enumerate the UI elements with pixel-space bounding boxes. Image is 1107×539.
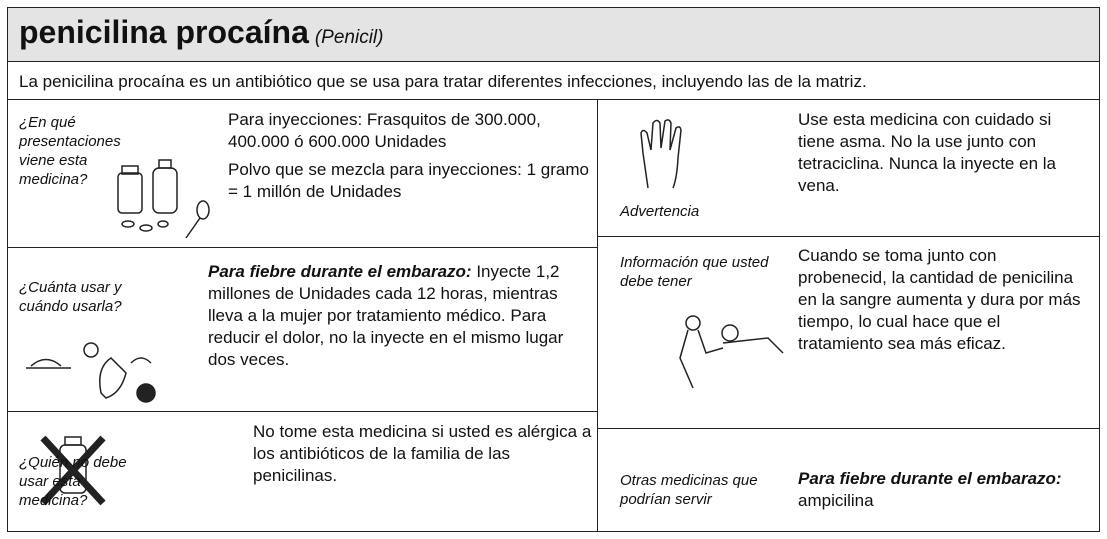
title: penicilina procaína (Penicil) xyxy=(19,14,383,51)
section-label: ¿En qué presentaciones viene esta medici… xyxy=(19,114,121,188)
section-text: No tome esta medicina si usted es alérgi… xyxy=(253,421,593,493)
sun-moon-icon xyxy=(26,342,156,403)
section-label: Información que usted debe tener xyxy=(620,254,769,290)
lead: Para fiebre durante el embarazo: xyxy=(798,469,1062,488)
paragraph-text: Inyecte 1,2 millones de Unidades cada 12… xyxy=(208,262,564,369)
paragraph: No tome esta medicina si usted es alérgi… xyxy=(253,421,593,487)
paragraph-text: Cuando se toma junto con probenecid, la … xyxy=(798,246,1081,353)
paragraph-text: Polvo que se mezcla para inyecciones: 1 … xyxy=(228,160,589,201)
section-label: ¿Cuánta usar y cuándo usarla? xyxy=(19,279,122,315)
care-icon xyxy=(679,315,784,389)
divider xyxy=(8,99,1099,100)
paragraph-text: Use esta medicina con cuidado si tiene a… xyxy=(798,110,1056,195)
paragraph: Para fiebre durante el embarazo: ampicil… xyxy=(798,468,1088,512)
crossed-bottle-icon xyxy=(40,435,106,506)
title-text: penicilina procaína xyxy=(19,14,309,50)
section-label: ¿Quién no debe usar esta medicina? xyxy=(19,454,127,509)
section-label: Otras medicinas que podrían servir xyxy=(620,472,758,508)
subtitle: (Penicil) xyxy=(314,27,384,48)
divider xyxy=(598,236,1099,237)
divider xyxy=(8,247,597,248)
paragraph: Polvo que se mezcla para inyecciones: 1 … xyxy=(228,159,593,203)
divider xyxy=(597,99,598,531)
section-text: Para fiebre durante el embarazo: Inyecte… xyxy=(208,261,593,377)
medicine-card: penicilina procaína (Penicil) La penicili… xyxy=(7,7,1100,532)
hand-icon xyxy=(640,119,682,189)
paragraph-text: No tome esta medicina si usted es alérgi… xyxy=(253,422,592,485)
bottles-icon xyxy=(117,159,210,239)
paragraph: Use esta medicina con cuidado si tiene a… xyxy=(798,109,1088,197)
lead: Para fiebre durante el embarazo: xyxy=(208,262,472,281)
section-text: Para fiebre durante el embarazo: ampicil… xyxy=(798,468,1088,518)
intro: La penicilina procaína es un antibiótico… xyxy=(19,72,867,91)
paragraph: Para inyecciones: Frasquitos de 300.000,… xyxy=(228,109,593,153)
paragraph-text: ampicilina xyxy=(798,491,874,510)
section-label: Advertencia xyxy=(620,203,700,220)
header xyxy=(8,8,1099,62)
divider xyxy=(598,428,1099,429)
paragraph-text: Para inyecciones: Frasquitos de 300.000,… xyxy=(228,110,541,151)
section-text: Use esta medicina con cuidado si tiene a… xyxy=(798,109,1088,203)
paragraph: Para fiebre durante el embarazo: Inyecte… xyxy=(208,261,593,371)
divider xyxy=(8,411,597,412)
section-text: Para inyecciones: Frasquitos de 300.000,… xyxy=(228,109,593,209)
paragraph: Cuando se toma junto con probenecid, la … xyxy=(798,245,1088,355)
section-text: Cuando se toma junto con probenecid, la … xyxy=(798,245,1088,361)
